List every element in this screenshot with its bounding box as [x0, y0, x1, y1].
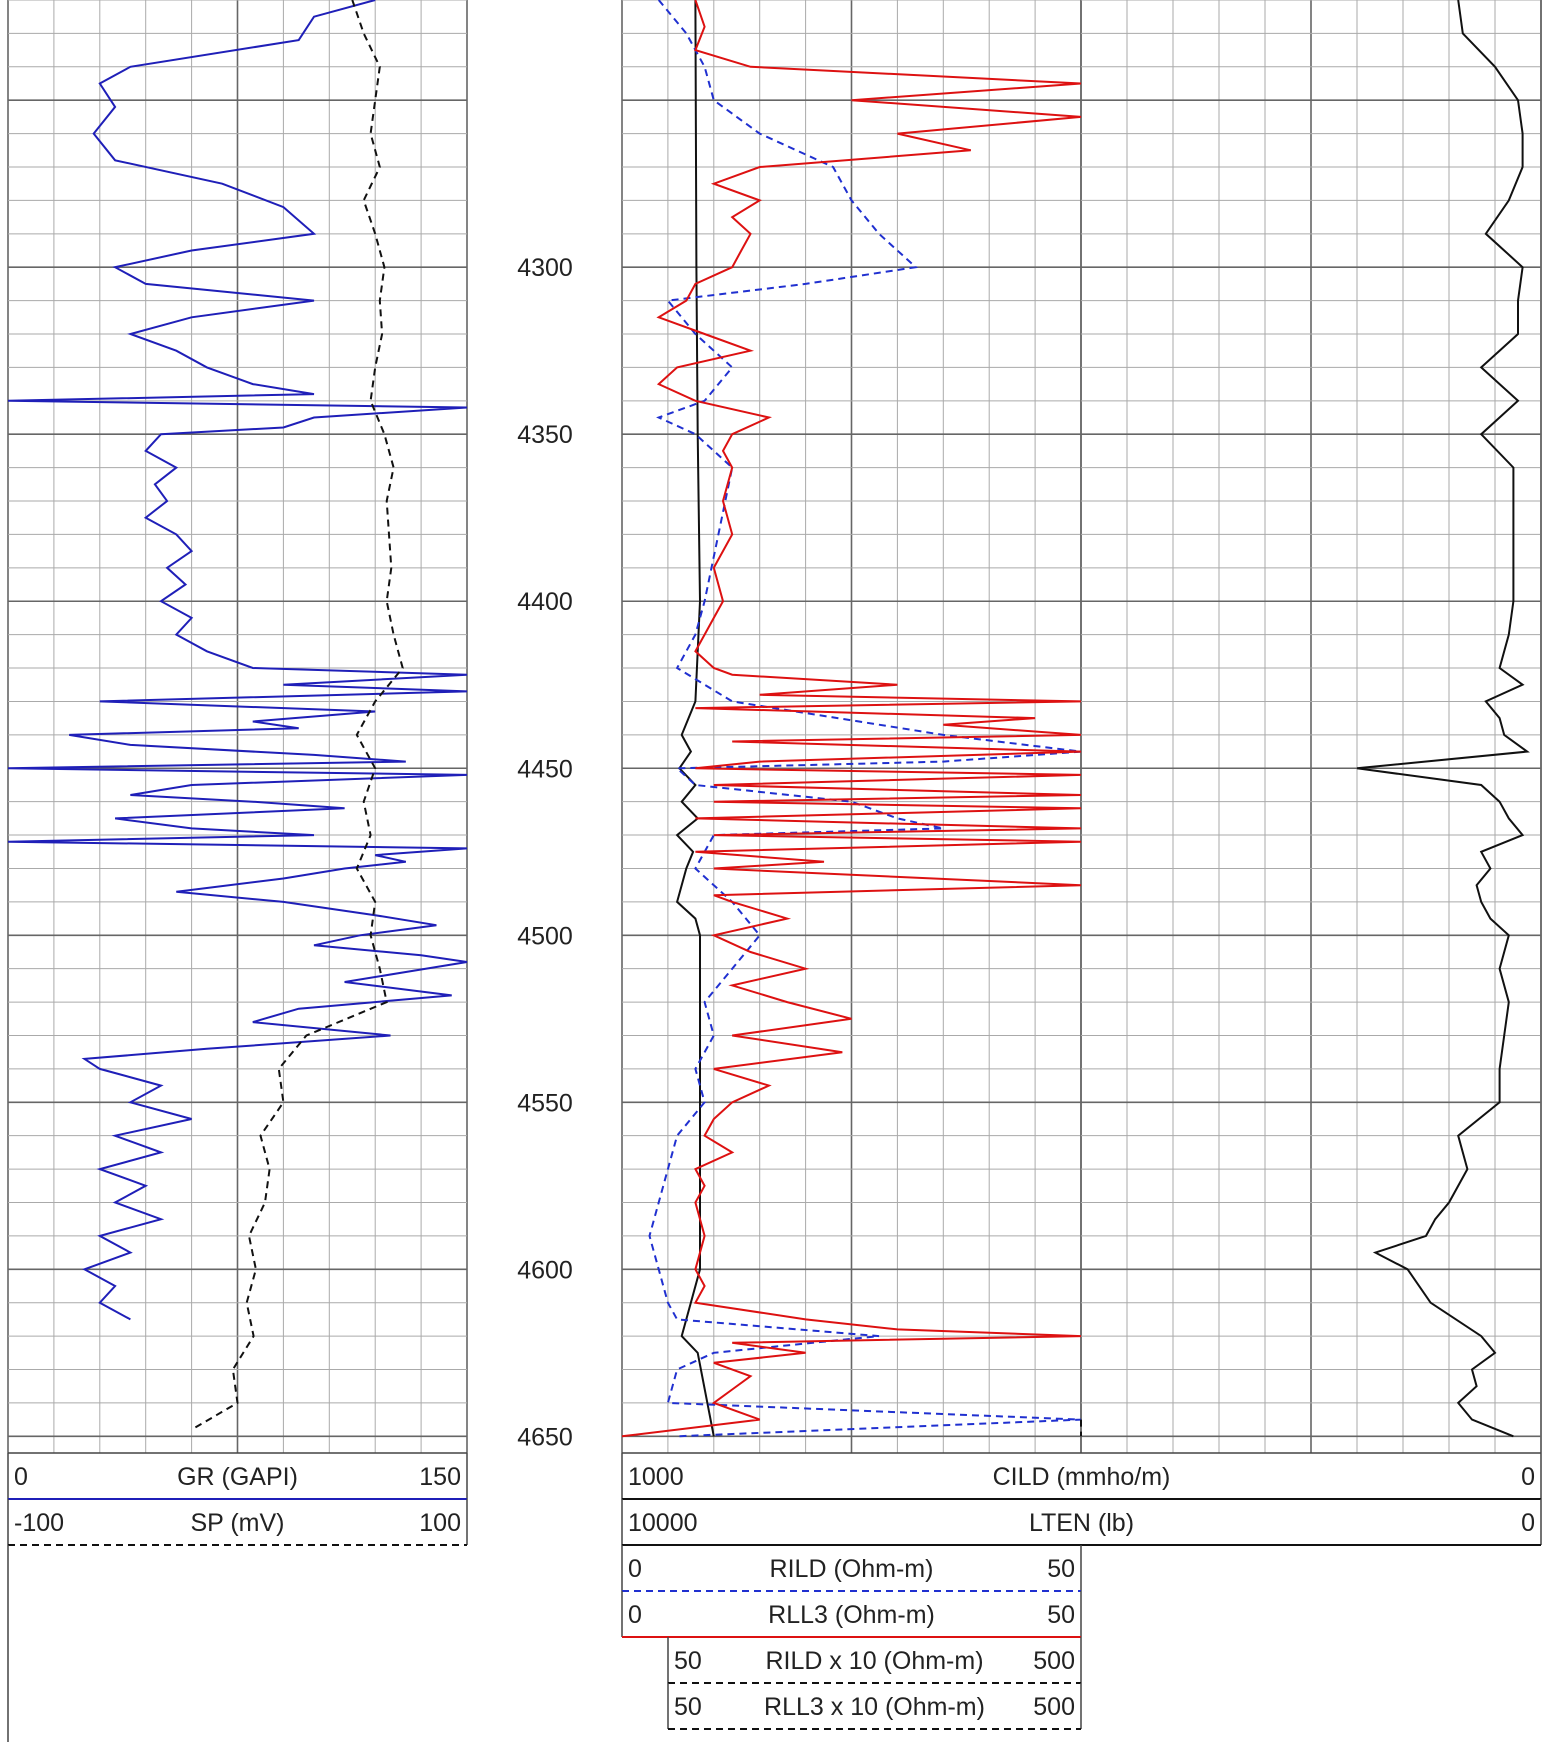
depth-label: 4550 [517, 1089, 573, 1117]
legend-rll3-x10-min: 50 [674, 1693, 702, 1721]
legend-gr-name: GR (GAPI) [177, 1463, 298, 1491]
log-curves [7, 0, 1530, 1438]
legend-cild-name: CILD (mmho/m) [993, 1463, 1171, 1491]
legend-rll3-name: RLL3 (Ohm-m) [768, 1601, 935, 1629]
legend-cild-max: 0 [1521, 1463, 1535, 1491]
legend-gr-max: 150 [419, 1463, 461, 1491]
legend-rll3-max: 50 [1047, 1601, 1075, 1629]
legend-rll3-min: 0 [628, 1601, 642, 1629]
legend-sp-min: -100 [14, 1509, 64, 1537]
depth-labels: 4300 4350 4400 4450 4500 4550 4600 4650 [517, 254, 573, 1451]
depth-label: 4500 [517, 922, 573, 950]
legend-rild-x10-max: 500 [1033, 1647, 1075, 1675]
depth-label: 4400 [517, 588, 573, 616]
legend-lten-name: LTEN (lb) [1029, 1509, 1134, 1537]
lten-lb-curve [1356, 0, 1530, 1438]
sp-mv-curve [191, 0, 404, 1431]
legend-rll3-x10-max: 500 [1033, 1693, 1075, 1721]
legend-lten-min: 10000 [628, 1509, 698, 1537]
depth-label: 4600 [517, 1256, 573, 1284]
depth-label: 4350 [517, 421, 573, 449]
gr-gapi-curve [7, 0, 468, 1321]
legend-rild-x10-min: 50 [674, 1647, 702, 1675]
depth-label: 4300 [517, 254, 573, 282]
legend-lten-max: 0 [1521, 1509, 1535, 1537]
legend-sp-name: SP (mV) [191, 1509, 285, 1537]
grid-lines [7, 0, 1542, 1454]
legend-sp-max: 100 [419, 1509, 461, 1537]
legend-rild-name: RILD (Ohm-m) [770, 1555, 934, 1583]
legend-cild-min: 1000 [628, 1463, 684, 1491]
legend-rll3-x10-name: RLL3 x 10 (Ohm-m) [764, 1693, 985, 1721]
legend: 0 GR (GAPI) 150 -100 SP (mV) 100 1000 CILD (mmh… [7, 1453, 1542, 1742]
legend-rild-x10-name: RILD x 10 (Ohm-m) [765, 1647, 983, 1675]
legend-rild-max: 50 [1047, 1555, 1075, 1583]
depth-label: 4650 [517, 1423, 573, 1451]
cild-mmho-m-curve [675, 0, 715, 1437]
depth-label: 4450 [517, 755, 573, 783]
legend-rild-min: 0 [628, 1555, 642, 1583]
rll3-ohm-m-curve [621, 0, 1082, 1438]
legend-gr-min: 0 [14, 1463, 28, 1491]
